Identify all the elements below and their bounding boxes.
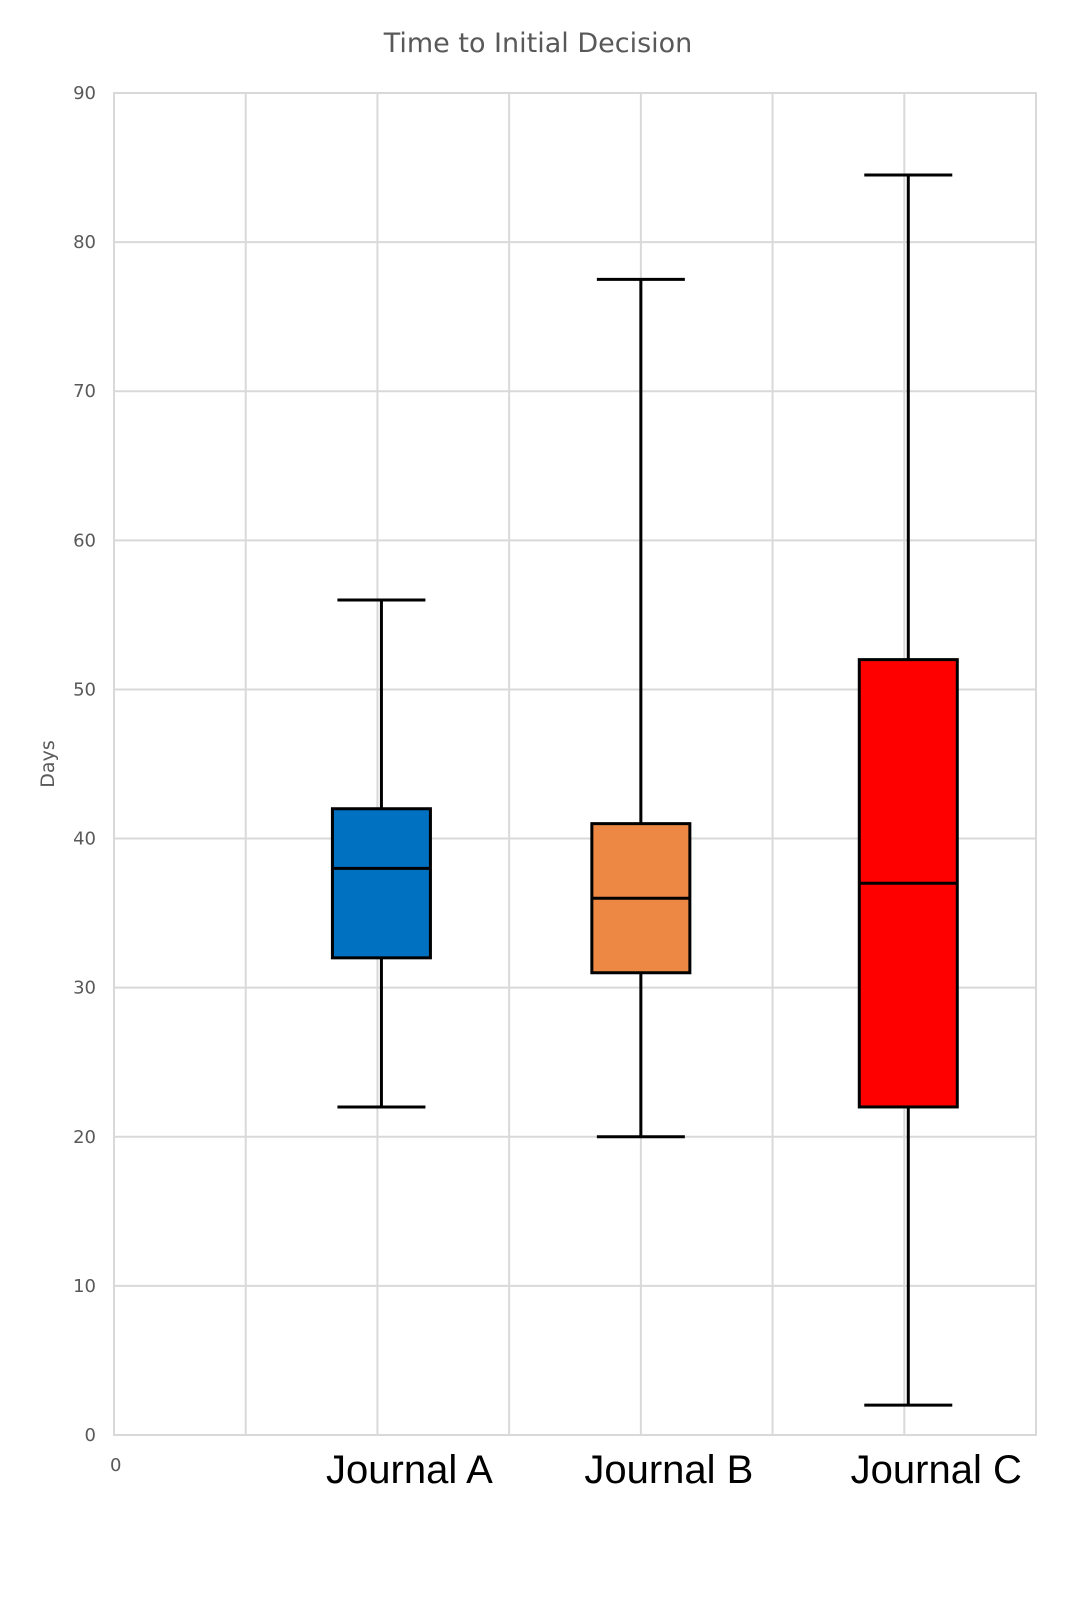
x-category-label: Journal B bbox=[584, 1448, 753, 1492]
y-tick-label: 80 bbox=[73, 232, 96, 253]
plot-frame bbox=[113, 92, 1037, 1436]
iqr-box bbox=[330, 807, 432, 960]
y-tick-label: 20 bbox=[73, 1127, 96, 1148]
x-category-labels: 0 Journal A Journal B Journal C bbox=[110, 1448, 1022, 1492]
box-group-journal-b bbox=[590, 277, 692, 1139]
y-tick-label: 60 bbox=[73, 530, 96, 551]
y-tick-label: 0 bbox=[85, 1425, 96, 1446]
chart-title: Time to Initial Decision bbox=[383, 28, 693, 59]
x-category-label: Journal A bbox=[326, 1448, 493, 1492]
y-axis-label: Days bbox=[37, 740, 59, 787]
x-zero-tick-label: 0 bbox=[110, 1455, 121, 1476]
x-category-label: Journal C bbox=[851, 1448, 1022, 1492]
y-tick-label: 30 bbox=[73, 978, 96, 999]
y-tick-label: 90 bbox=[73, 83, 96, 104]
box-group-journal-c bbox=[857, 173, 959, 1407]
y-tick-label: 40 bbox=[73, 829, 96, 850]
y-tick-label: 50 bbox=[73, 679, 96, 700]
y-tick-labels: 0 10 20 30 40 50 60 70 80 90 bbox=[73, 83, 96, 1446]
y-tick-label: 10 bbox=[73, 1276, 96, 1297]
box-group-journal-a bbox=[330, 598, 432, 1109]
y-tick-label: 70 bbox=[73, 381, 96, 402]
boxes bbox=[330, 173, 959, 1407]
